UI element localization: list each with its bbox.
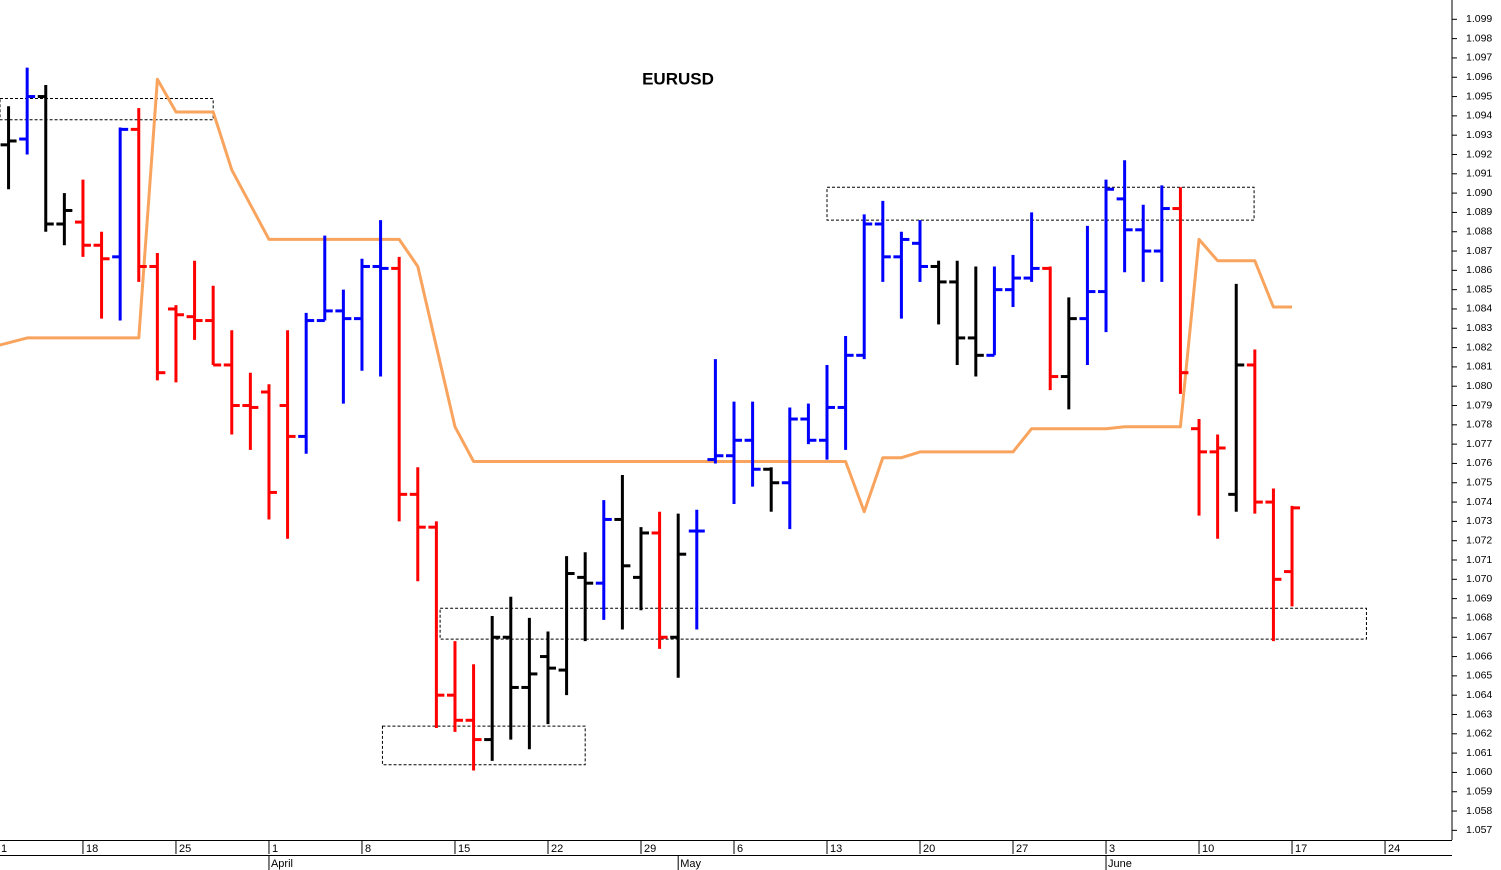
y-tick-label: 1.092	[1466, 148, 1492, 160]
chart-title: EURUSD	[642, 69, 714, 88]
x-tick-label: 15	[458, 843, 470, 855]
x-tick-label: 1	[272, 843, 278, 855]
y-tick-label: 1.090	[1466, 187, 1492, 199]
y-tick-label: 1.064	[1466, 689, 1492, 701]
y-tick-label: 1.088	[1466, 226, 1492, 238]
y-tick-label: 1.069	[1466, 592, 1492, 604]
y-tick-label: 1.058	[1466, 805, 1492, 817]
x-tick-label: 17	[1295, 843, 1307, 855]
plot-area	[0, 67, 1367, 771]
y-tick-label: 1.098	[1466, 32, 1492, 44]
y-tick-label: 1.071	[1466, 554, 1492, 566]
x-tick-label: 13	[830, 843, 842, 855]
x-tick-label: 3	[1109, 843, 1115, 855]
y-tick-label: 1.087	[1466, 245, 1492, 257]
y-tick-label: 1.072	[1466, 534, 1492, 546]
y-tick-label: 1.095	[1466, 90, 1492, 102]
indicator-line	[0, 77, 1292, 514]
y-tick-label: 1.070	[1466, 573, 1492, 585]
y-tick-label: 1.065	[1466, 670, 1492, 682]
y-tick-label: 1.093	[1466, 129, 1492, 141]
y-tick-label: 1.077	[1466, 438, 1492, 450]
y-tick-label: 1.059	[1466, 786, 1492, 798]
y-tick-label: 1.068	[1466, 612, 1492, 624]
x-tick-label: 6	[737, 843, 743, 855]
y-tick-label: 1.075	[1466, 477, 1492, 489]
x-tick-label: 20	[923, 843, 935, 855]
y-tick-label: 1.079	[1466, 399, 1492, 411]
y-tick-label: 1.073	[1466, 515, 1492, 527]
y-tick-label: 1.099	[1466, 13, 1492, 25]
y-tick-label: 1.097	[1466, 52, 1492, 64]
y-tick-label: 1.084	[1466, 303, 1492, 315]
y-tick-label: 1.080	[1466, 380, 1492, 392]
month-label: April	[271, 858, 293, 870]
y-tick-label: 1.067	[1466, 631, 1492, 643]
y-tick-label: 1.094	[1466, 110, 1492, 122]
month-label: May	[680, 858, 701, 870]
y-tick-label: 1.062	[1466, 728, 1492, 740]
zone	[381, 725, 586, 766]
zone	[0, 97, 214, 121]
x-tick-label: 24	[1388, 843, 1400, 855]
y-tick-label: 1.091	[1466, 168, 1492, 180]
y-tick-label: 1.096	[1466, 71, 1492, 83]
y-tick-label: 1.057	[1466, 824, 1492, 836]
x-tick-label: 25	[179, 843, 191, 855]
y-tick-label: 1.089	[1466, 206, 1492, 218]
y-tick-label: 1.086	[1466, 264, 1492, 276]
y-tick-label: 1.074	[1466, 496, 1492, 508]
x-tick-label: 27	[1016, 843, 1028, 855]
zone	[439, 607, 1367, 640]
x-tick-label: 29	[644, 843, 656, 855]
y-tick-label: 1.082	[1466, 341, 1492, 353]
x-tick-label: 1	[1, 843, 7, 855]
x-tick-label: 10	[1202, 843, 1214, 855]
month-label: June	[1108, 858, 1132, 870]
y-tick-label: 1.066	[1466, 650, 1492, 662]
y-tick-label: 1.085	[1466, 283, 1492, 295]
y-tick-label: 1.076	[1466, 457, 1492, 469]
x-tick-label: 18	[86, 843, 98, 855]
y-tick-label: 1.061	[1466, 747, 1492, 759]
y-tick-label: 1.063	[1466, 708, 1492, 720]
y-tick-label: 1.060	[1466, 766, 1492, 778]
x-tick-label: 8	[365, 843, 371, 855]
y-tick-label: 1.081	[1466, 361, 1492, 373]
y-tick-label: 1.083	[1466, 322, 1492, 334]
y-tick-label: 1.078	[1466, 419, 1492, 431]
x-tick-label: 22	[551, 843, 563, 855]
